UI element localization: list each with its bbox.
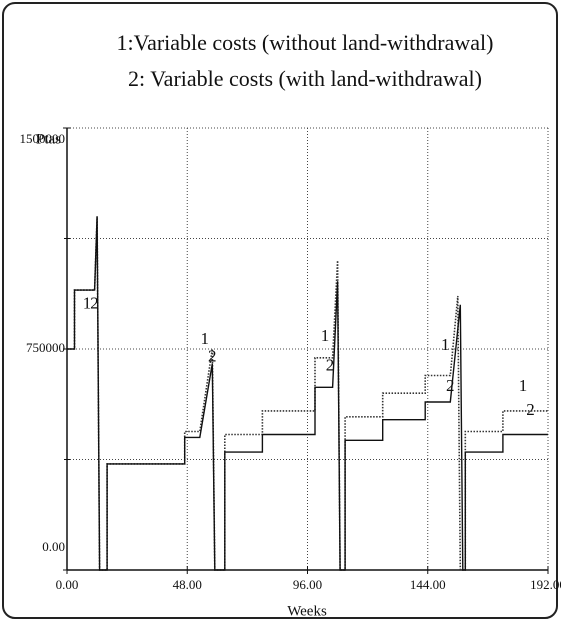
series-marker-label: 1 bbox=[321, 326, 330, 345]
series-marker-label: 2 bbox=[326, 356, 335, 375]
x-tick-label: 48.00 bbox=[173, 577, 202, 592]
y-tick-label: 750000 bbox=[26, 340, 65, 355]
y-tick-label: 0.00 bbox=[42, 539, 65, 554]
y-tick-label: 1500000 bbox=[20, 131, 66, 146]
series-line bbox=[67, 216, 548, 571]
x-tick-label: 192.00 bbox=[530, 577, 561, 592]
series-marker-label: 2 bbox=[90, 294, 99, 313]
series-marker-label: 2 bbox=[446, 376, 455, 395]
series-marker-label: 1 bbox=[201, 329, 210, 348]
x-tick-label: 0.00 bbox=[56, 577, 79, 592]
series-marker-label: 1 bbox=[519, 376, 528, 395]
series-marker-label: 2 bbox=[526, 400, 535, 419]
y-axis-title: Ptas bbox=[36, 131, 61, 147]
series-marker-label: 1 bbox=[441, 335, 450, 354]
x-tick-label: 96.00 bbox=[293, 577, 322, 592]
x-axis-title: Weeks bbox=[287, 603, 327, 619]
series-marker-label: 2 bbox=[208, 347, 217, 366]
legend-entry: 2: Variable costs (with land-withdrawal) bbox=[128, 66, 482, 91]
legend-entry: 1:Variable costs (without land-withdrawa… bbox=[117, 30, 494, 55]
x-tick-label: 144.00 bbox=[410, 577, 446, 592]
series-marker-label: 1 bbox=[83, 294, 92, 313]
